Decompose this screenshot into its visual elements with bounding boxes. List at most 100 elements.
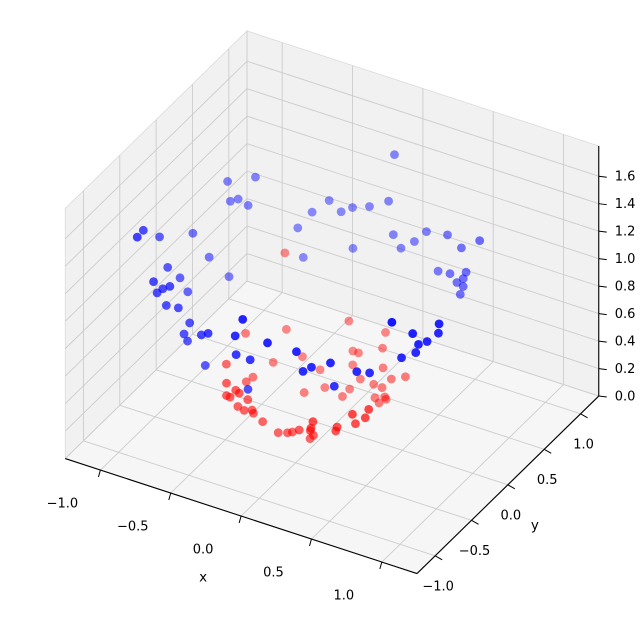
data-point-class-blue	[175, 273, 185, 283]
data-point-class-blue	[203, 329, 213, 338]
data-point-class-blue	[243, 384, 253, 394]
data-point-class-blue	[251, 172, 260, 182]
data-point-class-blue	[336, 207, 346, 217]
data-point-class-blue	[163, 263, 173, 272]
data-point-class-blue	[434, 328, 443, 338]
svg-text:1.0: 1.0	[333, 589, 354, 604]
data-point-class-blue	[155, 232, 164, 242]
data-point-class-red	[298, 352, 307, 362]
data-point-class-red	[222, 391, 231, 400]
data-point-class-red	[348, 409, 357, 419]
tick-group: −1.0 −0.5 0.0 0.5 1.0 −1.0 −0.5 0.0 0.5 1.0 0.0 0.2…	[47, 170, 636, 604]
data-point-class-red	[241, 377, 251, 387]
svg-text:0.6: 0.6	[615, 307, 636, 322]
data-point-class-red	[315, 365, 325, 375]
data-point-class-blue	[183, 336, 192, 346]
data-point-class-blue	[445, 269, 455, 279]
data-point-class-red	[287, 427, 297, 437]
data-point-class-blue	[188, 228, 198, 238]
data-point-class-blue	[422, 227, 431, 237]
svg-text:0.0: 0.0	[615, 390, 636, 405]
data-point-class-red	[348, 360, 358, 370]
data-point-class-red	[378, 363, 388, 373]
data-point-class-red	[386, 374, 396, 384]
data-point-class-blue	[352, 367, 362, 376]
svg-text:0.0: 0.0	[193, 543, 214, 558]
data-point-class-red	[360, 413, 370, 423]
svg-text:1.6: 1.6	[615, 170, 636, 185]
data-point-class-red	[239, 405, 249, 415]
svg-text:−1.0: −1.0	[422, 579, 454, 594]
data-point-class-blue	[326, 358, 335, 368]
data-point-class-blue	[179, 329, 189, 339]
data-point-class-blue	[149, 277, 158, 287]
data-point-class-blue	[461, 267, 471, 277]
svg-text:1.2: 1.2	[615, 225, 636, 240]
data-point-class-red	[378, 343, 387, 353]
data-point-class-red	[348, 346, 358, 356]
svg-text:−0.5: −0.5	[117, 520, 149, 535]
data-point-class-blue	[387, 317, 397, 327]
data-point-class-red	[364, 405, 374, 414]
data-point-class-blue	[223, 177, 233, 186]
data-point-class-red	[401, 372, 410, 382]
data-point-class-red	[381, 394, 391, 404]
data-point-class-red	[221, 359, 231, 369]
data-point-class-blue	[245, 355, 255, 365]
pane-group	[64, 30, 600, 575]
data-point-class-blue	[408, 329, 418, 338]
data-point-class-red	[332, 422, 342, 432]
data-point-class-blue	[298, 367, 308, 376]
data-point-class-red	[247, 405, 257, 415]
data-point-class-blue	[230, 331, 240, 341]
data-point-class-blue	[411, 348, 421, 357]
data-point-class-blue	[204, 252, 214, 262]
data-point-class-red	[299, 388, 309, 397]
data-point-class-red	[268, 357, 278, 367]
data-point-class-blue	[396, 243, 406, 253]
data-point-class-blue	[307, 207, 317, 217]
data-point-class-blue	[263, 338, 272, 348]
data-point-class-red	[241, 328, 251, 338]
data-point-class-red	[355, 374, 365, 384]
data-point-class-red	[258, 417, 268, 427]
svg-text:0.8: 0.8	[615, 280, 636, 295]
data-point-class-blue	[414, 339, 423, 349]
data-point-class-red	[381, 328, 390, 337]
data-point-class-red	[354, 348, 363, 358]
data-point-class-blue	[365, 202, 374, 211]
svg-text:1.4: 1.4	[615, 197, 636, 212]
data-point-class-red	[369, 379, 379, 389]
data-point-class-blue	[307, 362, 316, 372]
data-point-class-blue	[348, 243, 358, 253]
grid-group	[64, 30, 599, 563]
data-point-class-blue	[475, 236, 485, 246]
scatter-points	[132, 150, 485, 444]
data-point-class-blue	[161, 301, 171, 310]
data-point-class-red	[243, 395, 253, 404]
data-point-class-blue	[183, 287, 193, 297]
svg-text:−0.5: −0.5	[459, 544, 491, 559]
data-point-class-red	[273, 428, 283, 438]
data-point-class-blue	[324, 196, 334, 205]
data-point-class-blue	[433, 266, 443, 276]
svg-text:0.5: 0.5	[537, 473, 558, 488]
data-point-class-blue	[158, 284, 168, 294]
data-point-class-red	[374, 398, 384, 408]
svg-text:x: x	[199, 570, 207, 586]
data-point-class-red	[222, 378, 231, 388]
svg-text:−1.0: −1.0	[47, 497, 79, 512]
data-point-class-blue	[233, 194, 243, 204]
data-point-class-blue	[329, 381, 339, 391]
data-point-class-blue	[132, 232, 142, 242]
data-point-class-blue	[458, 282, 468, 291]
svg-text:0.2: 0.2	[615, 362, 636, 377]
data-point-class-red	[294, 425, 304, 435]
data-point-class-blue	[225, 196, 235, 206]
data-point-class-blue	[298, 252, 308, 262]
data-point-class-blue	[384, 196, 393, 206]
data-point-class-blue	[231, 350, 241, 360]
axis-label-group: xy	[199, 517, 539, 585]
